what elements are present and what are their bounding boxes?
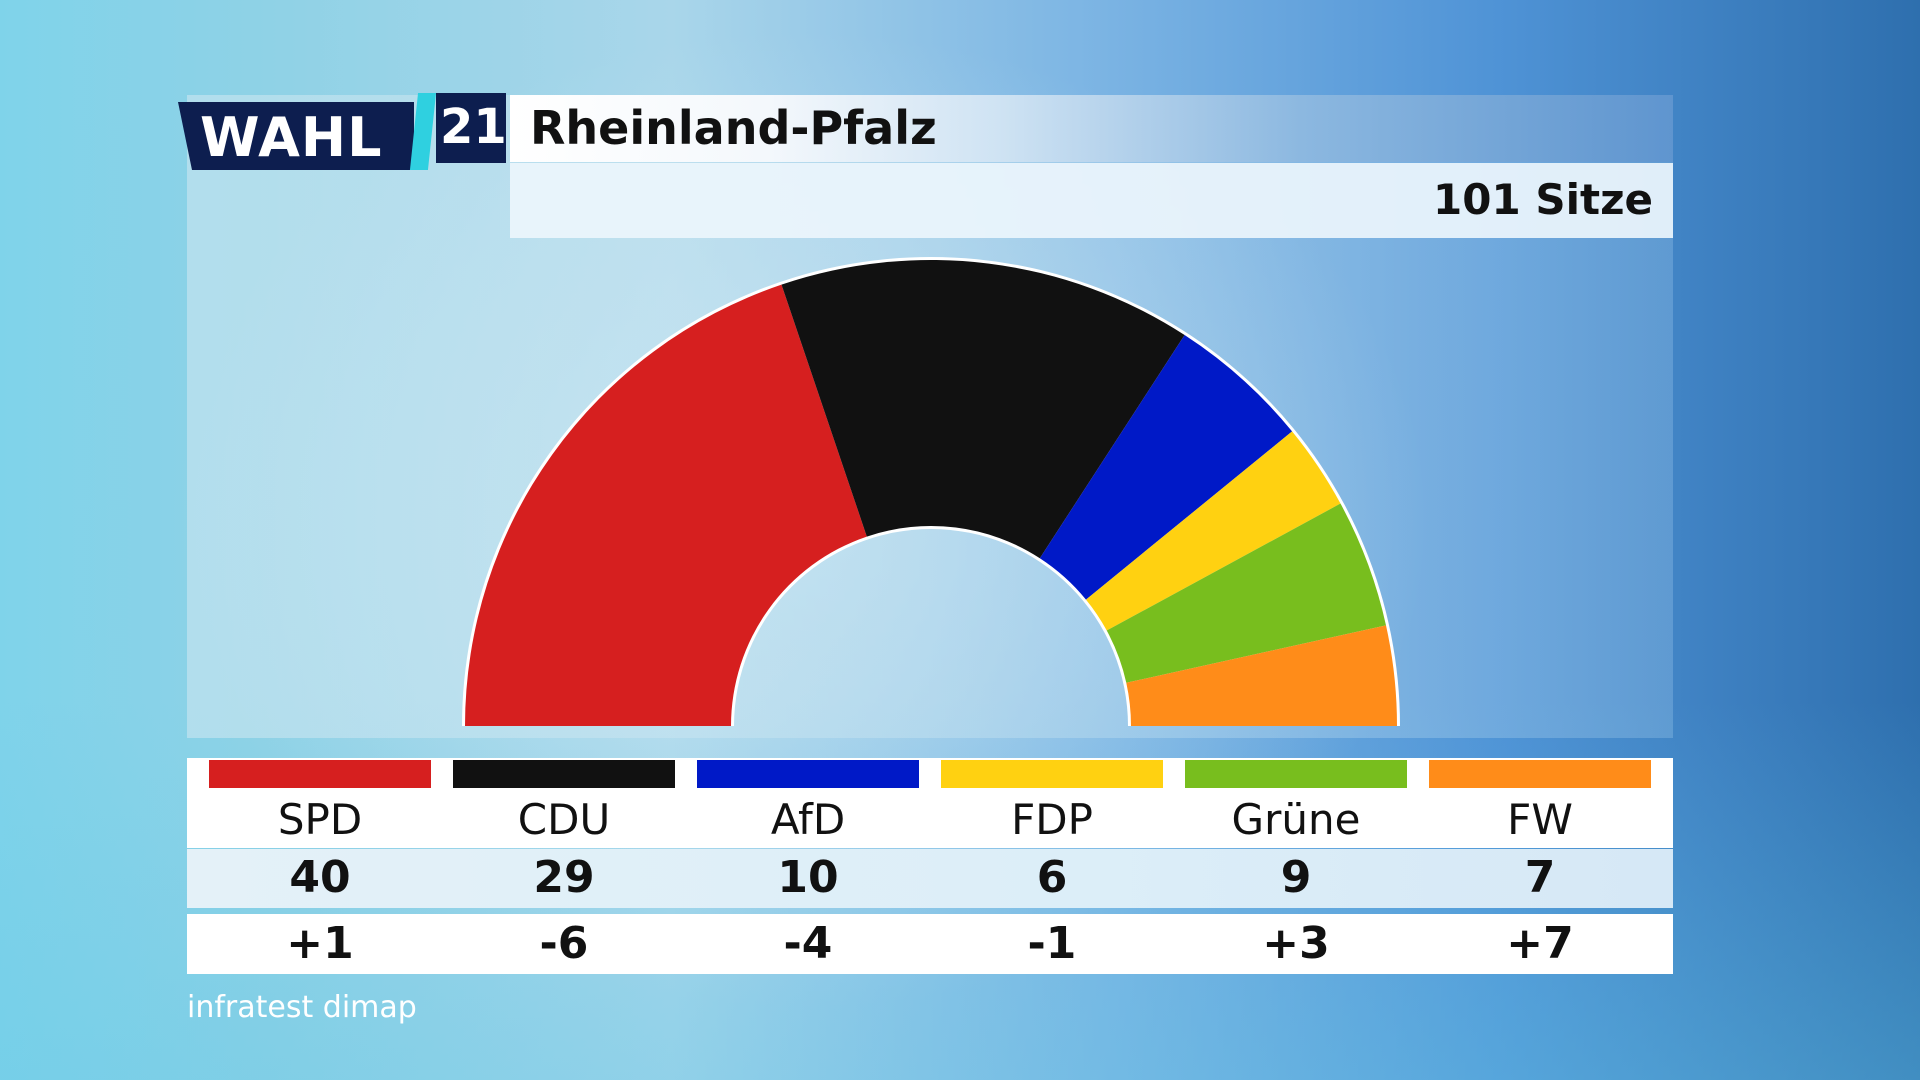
logo-wahl-block: WAHL [178, 102, 414, 170]
seat-segment-spd [465, 284, 867, 726]
legend-color-cdu [453, 760, 675, 788]
party-name: AfD [770, 795, 846, 844]
party-seat-change: +1 [286, 918, 354, 969]
subtitle-bar: 101 Sitze [510, 163, 1673, 238]
legend-color-spd [209, 760, 431, 788]
party-name: CDU [517, 795, 611, 844]
party-seats: 7 [1524, 852, 1556, 903]
legend-color-fw [1429, 760, 1651, 788]
source-label: infratest dimap [187, 990, 417, 1025]
party-name: Grüne [1231, 795, 1361, 844]
party-seat-change: -4 [783, 918, 833, 969]
seat-segment-fw [1126, 625, 1397, 726]
party-seat-change: -6 [539, 918, 589, 969]
seat-segment-grüne [1106, 503, 1386, 683]
logo-number: 21 [440, 99, 507, 155]
logo-number-block: 21 [436, 93, 507, 163]
party-seat-change: -1 [1027, 918, 1077, 969]
seat-segment-afd [1039, 335, 1293, 600]
party-seats: 10 [777, 852, 839, 903]
seat-segment-fdp [1085, 431, 1341, 631]
party-seat-change: +7 [1506, 918, 1574, 969]
party-seats: 6 [1036, 852, 1068, 903]
seat-segment-cdu [781, 260, 1185, 559]
party-name: FDP [1011, 795, 1093, 844]
page-title: Rheinland-Pfalz [530, 101, 937, 155]
wahl-logo: WAHL 21 [178, 93, 508, 170]
party-seat-change: +3 [1262, 918, 1330, 969]
party-name: FW [1507, 795, 1573, 844]
party-name: SPD [277, 795, 363, 844]
party-name-row [187, 758, 1673, 848]
legend-color-grüne [1185, 760, 1407, 788]
party-seats: 9 [1280, 852, 1312, 903]
legend-color-fdp [941, 760, 1163, 788]
party-seats: 29 [533, 852, 595, 903]
title-bar: Rheinland-Pfalz [510, 95, 1673, 162]
party-seats: 40 [289, 852, 351, 903]
seat-total: 101 Sitze [1433, 175, 1653, 224]
seats-row [187, 849, 1673, 908]
logo-text: WAHL [200, 106, 383, 169]
change-row [187, 914, 1673, 974]
legend-color-afd [697, 760, 919, 788]
